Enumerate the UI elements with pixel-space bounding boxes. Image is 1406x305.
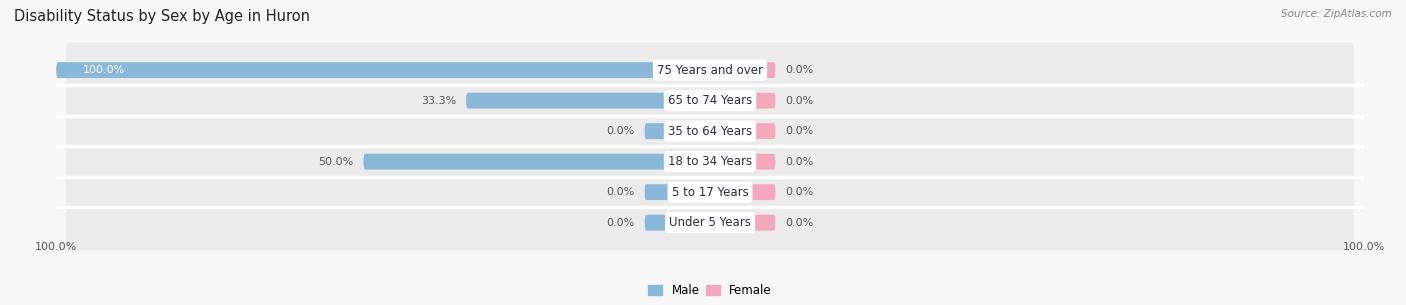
FancyBboxPatch shape [66, 42, 1354, 98]
Text: 75 Years and over: 75 Years and over [657, 64, 763, 77]
FancyBboxPatch shape [66, 103, 1354, 159]
Text: 0.0%: 0.0% [606, 218, 636, 228]
FancyBboxPatch shape [644, 215, 671, 231]
Text: 18 to 34 Years: 18 to 34 Years [668, 155, 752, 168]
FancyBboxPatch shape [364, 154, 671, 170]
Text: 0.0%: 0.0% [785, 65, 814, 75]
Text: 0.0%: 0.0% [785, 96, 814, 106]
FancyBboxPatch shape [644, 184, 671, 200]
FancyBboxPatch shape [749, 154, 776, 170]
FancyBboxPatch shape [749, 93, 776, 109]
Text: 100.0%: 100.0% [83, 65, 125, 75]
FancyBboxPatch shape [749, 215, 776, 231]
Text: 0.0%: 0.0% [785, 157, 814, 167]
FancyBboxPatch shape [66, 73, 1354, 128]
FancyBboxPatch shape [749, 62, 776, 78]
FancyBboxPatch shape [749, 184, 776, 200]
FancyBboxPatch shape [749, 123, 776, 139]
FancyBboxPatch shape [66, 134, 1354, 189]
FancyBboxPatch shape [66, 164, 1354, 220]
Text: Under 5 Years: Under 5 Years [669, 216, 751, 229]
Text: 50.0%: 50.0% [319, 157, 354, 167]
FancyBboxPatch shape [467, 93, 671, 109]
Text: 33.3%: 33.3% [420, 96, 457, 106]
FancyBboxPatch shape [644, 123, 671, 139]
Text: 0.0%: 0.0% [785, 187, 814, 197]
Text: 65 to 74 Years: 65 to 74 Years [668, 94, 752, 107]
FancyBboxPatch shape [66, 195, 1354, 250]
Text: Disability Status by Sex by Age in Huron: Disability Status by Sex by Age in Huron [14, 9, 311, 24]
Text: 35 to 64 Years: 35 to 64 Years [668, 125, 752, 138]
Text: 0.0%: 0.0% [785, 126, 814, 136]
Text: 0.0%: 0.0% [606, 187, 636, 197]
Text: 0.0%: 0.0% [606, 126, 636, 136]
Text: 5 to 17 Years: 5 to 17 Years [672, 186, 748, 199]
Text: 0.0%: 0.0% [785, 218, 814, 228]
Text: Source: ZipAtlas.com: Source: ZipAtlas.com [1281, 9, 1392, 19]
Legend: Male, Female: Male, Female [644, 279, 776, 302]
FancyBboxPatch shape [56, 62, 671, 78]
